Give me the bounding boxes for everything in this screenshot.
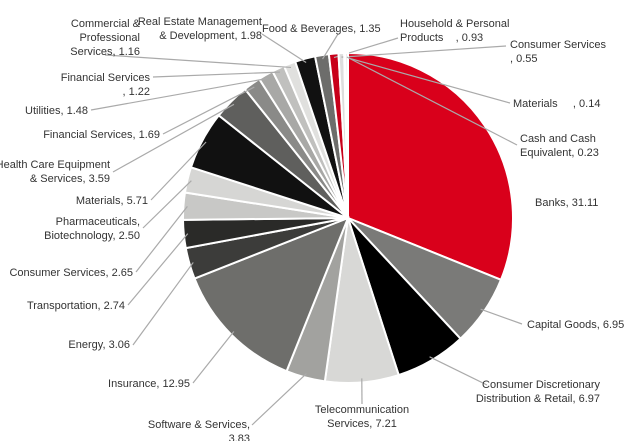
leader-line: [135, 206, 188, 273]
label-text: Materials,: [75, 195, 124, 207]
label-text: 1.48: [66, 105, 88, 117]
label-text: Commercial & Professional Services,: [70, 18, 140, 58]
data-label: Telecommunication Services, 7.21: [302, 403, 422, 431]
leader-line: [261, 33, 307, 64]
label-text: Food & Beverages,: [262, 23, 357, 35]
label-text: Health Care Equipment & Services,: [0, 159, 110, 185]
label-text: Household & Personal Products ,: [400, 18, 510, 44]
label-text: Cash and Cash Equivalent,: [520, 133, 596, 159]
label-text: 2.74: [103, 300, 125, 312]
label-text: 3.59: [88, 173, 110, 185]
leader-line: [162, 86, 255, 135]
data-label: Financial Services, 1.69: [30, 128, 160, 142]
label-text: Consumer Discretionary Distribution & Re…: [475, 379, 600, 405]
leader-line: [192, 331, 235, 384]
label-text: Financial Services,: [43, 129, 136, 141]
data-label: Pharmaceuticals, Biotechnology, 2.50: [20, 215, 140, 243]
leader-line: [346, 56, 518, 146]
label-text: Consumer Services,: [9, 267, 109, 279]
label-text: 31.11: [571, 197, 599, 209]
data-label: Software & Services, 3.83: [140, 418, 250, 441]
label-text: 2.65: [111, 267, 133, 279]
label-text: 12.95: [162, 378, 190, 390]
leader-line: [480, 308, 523, 325]
data-label: Real Estate Management & Development, 1.…: [122, 15, 262, 43]
label-text: Energy,: [68, 339, 106, 351]
data-label: Food & Beverages, 1.35: [262, 22, 392, 36]
label-text: Transportation,: [26, 300, 101, 312]
label-text: Pharmaceuticals, Biotechnology,: [44, 216, 140, 242]
label-text: Telecommunication Services,: [314, 404, 410, 430]
label-text: 1.22: [128, 86, 150, 98]
data-label: Insurance, 12.95: [90, 377, 190, 391]
data-label: Energy, 3.06: [30, 338, 130, 352]
label-text: 1.98: [240, 30, 262, 42]
data-label: Capital Goods, 6.95: [527, 318, 626, 332]
leader-line: [142, 180, 192, 229]
data-label: Health Care Equipment & Services, 3.59: [0, 158, 110, 186]
data-label: Banks, 31.11: [535, 196, 625, 210]
label-text: 5.71: [126, 195, 148, 207]
leader-line: [150, 141, 207, 201]
leader-line: [429, 356, 488, 386]
leader-line: [152, 71, 280, 78]
data-label: Household & Personal Products , 0.93: [400, 17, 520, 45]
label-text: Utilities,: [25, 105, 64, 117]
label-text: Banks,: [535, 197, 569, 209]
label-text: 1.35: [359, 23, 381, 35]
data-label: Consumer Services , 0.55: [510, 38, 620, 66]
label-text: Consumer Services ,: [510, 39, 622, 65]
data-label: Financial Services , 1.22: [40, 71, 150, 99]
label-text: Materials ,: [513, 98, 576, 110]
label-text: 7.21: [375, 418, 397, 430]
label-text: 2.50: [118, 230, 140, 242]
data-label: Materials, 5.71: [48, 194, 148, 208]
pie-slice: [344, 51, 349, 219]
leader-line: [322, 33, 339, 60]
data-label: Utilities, 1.48: [0, 104, 88, 118]
leader-line: [344, 56, 511, 104]
label-text: 6.95: [602, 319, 625, 331]
data-label: Materials , 0.14: [513, 97, 613, 111]
leader-line: [132, 262, 194, 346]
leader-line: [127, 233, 189, 306]
data-label: Consumer Discretionary Distribution & Re…: [460, 378, 600, 406]
label-text: 3.83: [228, 433, 250, 441]
data-label: Cash and Cash Equivalent, 0.23: [520, 132, 620, 160]
pie-slice: [347, 51, 514, 282]
label-text: Insurance,: [108, 378, 160, 390]
data-label: Commercial & Professional Services, 1.16: [20, 17, 140, 59]
label-text: 0.14: [579, 98, 601, 110]
data-label: Consumer Services, 2.65: [3, 266, 133, 280]
leader-line: [251, 373, 307, 426]
label-text: 0.55: [516, 53, 538, 65]
data-label: Transportation, 2.74: [15, 299, 125, 313]
label-text: 0.23: [577, 147, 599, 159]
label-text: 3.06: [108, 339, 130, 351]
label-text: Software & Services,: [147, 419, 250, 431]
label-text: Real Estate Management & Development,: [137, 16, 262, 42]
label-text: Capital Goods,: [527, 319, 600, 331]
leader-line: [90, 77, 268, 111]
label-text: 0.93: [461, 32, 484, 44]
leader-line: [104, 54, 292, 69]
leader-line: [112, 103, 235, 173]
label-text: Financial Services ,: [60, 72, 169, 98]
leader-line: [341, 45, 507, 58]
label-text: 1.16: [118, 46, 140, 58]
label-text: 1.69: [138, 129, 160, 141]
label-text: 6.97: [578, 393, 600, 405]
